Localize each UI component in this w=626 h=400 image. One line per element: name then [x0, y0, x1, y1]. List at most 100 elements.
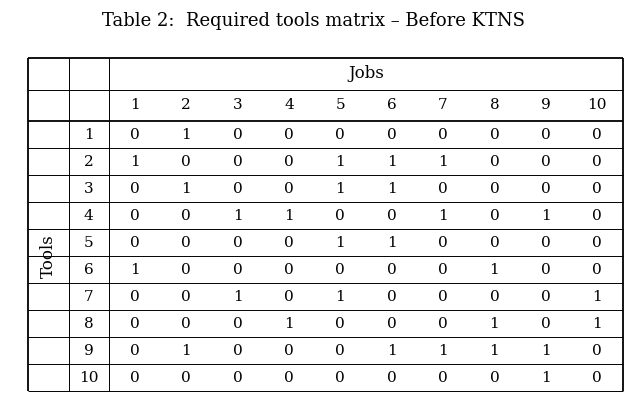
- Text: 1: 1: [592, 317, 602, 331]
- Text: 0: 0: [336, 209, 345, 223]
- Text: 0: 0: [438, 263, 448, 277]
- Text: 0: 0: [592, 128, 602, 142]
- Text: 0: 0: [541, 155, 551, 169]
- Text: 0: 0: [490, 236, 500, 250]
- Text: 0: 0: [541, 317, 551, 331]
- Text: 0: 0: [490, 209, 500, 223]
- Text: 1: 1: [490, 344, 500, 358]
- Text: 6: 6: [84, 263, 94, 277]
- Text: 1: 1: [336, 290, 345, 304]
- Text: 0: 0: [130, 290, 140, 304]
- Text: 0: 0: [592, 236, 602, 250]
- Text: 0: 0: [182, 155, 191, 169]
- Text: 1: 1: [130, 155, 140, 169]
- Text: 0: 0: [490, 182, 500, 196]
- Text: 0: 0: [541, 290, 551, 304]
- Text: 1: 1: [182, 128, 191, 142]
- Text: 0: 0: [182, 209, 191, 223]
- Text: 0: 0: [592, 371, 602, 385]
- Text: 0: 0: [130, 371, 140, 385]
- Text: 1: 1: [490, 263, 500, 277]
- Text: 0: 0: [592, 209, 602, 223]
- Text: 1: 1: [284, 209, 294, 223]
- Text: 10: 10: [587, 98, 607, 112]
- Text: 1: 1: [284, 317, 294, 331]
- Text: 0: 0: [387, 290, 396, 304]
- Text: 0: 0: [438, 290, 448, 304]
- Text: 1: 1: [182, 182, 191, 196]
- Text: 1: 1: [387, 236, 396, 250]
- Text: 0: 0: [284, 290, 294, 304]
- Text: 1: 1: [233, 290, 242, 304]
- Text: Table 2:  Required tools matrix – Before KTNS: Table 2: Required tools matrix – Before …: [101, 12, 525, 30]
- Text: 9: 9: [84, 344, 94, 358]
- Text: 0: 0: [182, 317, 191, 331]
- Text: 3: 3: [84, 182, 94, 196]
- Text: 0: 0: [336, 263, 345, 277]
- Text: 0: 0: [233, 155, 242, 169]
- Text: 0: 0: [490, 128, 500, 142]
- Text: 0: 0: [438, 236, 448, 250]
- Text: 0: 0: [387, 263, 396, 277]
- Text: 0: 0: [182, 290, 191, 304]
- Text: 0: 0: [182, 236, 191, 250]
- Text: 0: 0: [541, 263, 551, 277]
- Text: 0: 0: [182, 371, 191, 385]
- Text: 1: 1: [592, 290, 602, 304]
- Text: 1: 1: [387, 182, 396, 196]
- Text: 0: 0: [336, 344, 345, 358]
- Text: 0: 0: [233, 182, 242, 196]
- Text: 5: 5: [336, 98, 345, 112]
- Text: 0: 0: [284, 263, 294, 277]
- Text: 2: 2: [84, 155, 94, 169]
- Text: 1: 1: [438, 209, 448, 223]
- Text: 0: 0: [592, 182, 602, 196]
- Text: 1: 1: [541, 344, 551, 358]
- Text: 4: 4: [84, 209, 94, 223]
- Text: 0: 0: [130, 128, 140, 142]
- Text: 0: 0: [130, 317, 140, 331]
- Text: 0: 0: [233, 263, 242, 277]
- Text: 1: 1: [130, 98, 140, 112]
- Text: Jobs: Jobs: [348, 65, 384, 82]
- Text: 8: 8: [84, 317, 94, 331]
- Text: 10: 10: [79, 371, 98, 385]
- Text: 0: 0: [336, 128, 345, 142]
- Text: 1: 1: [336, 236, 345, 250]
- Text: 1: 1: [387, 344, 396, 358]
- Text: 0: 0: [387, 209, 396, 223]
- Text: 3: 3: [233, 98, 242, 112]
- Text: 0: 0: [438, 317, 448, 331]
- Text: 0: 0: [336, 371, 345, 385]
- Text: 0: 0: [592, 155, 602, 169]
- Text: 0: 0: [233, 236, 242, 250]
- Text: 0: 0: [130, 236, 140, 250]
- Text: 0: 0: [284, 155, 294, 169]
- Text: 4: 4: [284, 98, 294, 112]
- Text: 0: 0: [130, 209, 140, 223]
- Text: 0: 0: [490, 155, 500, 169]
- Text: 0: 0: [233, 317, 242, 331]
- Text: 1: 1: [336, 182, 345, 196]
- Text: 0: 0: [233, 128, 242, 142]
- Text: 1: 1: [490, 317, 500, 331]
- Text: 1: 1: [336, 155, 345, 169]
- Text: 1: 1: [387, 155, 396, 169]
- Text: 0: 0: [233, 344, 242, 358]
- Text: 0: 0: [592, 344, 602, 358]
- Text: 0: 0: [284, 344, 294, 358]
- Text: 0: 0: [284, 182, 294, 196]
- Text: 1: 1: [84, 128, 94, 142]
- Text: 0: 0: [182, 263, 191, 277]
- Text: 2: 2: [182, 98, 191, 112]
- Text: 0: 0: [490, 290, 500, 304]
- Text: 0: 0: [541, 128, 551, 142]
- Text: 0: 0: [438, 128, 448, 142]
- Text: 7: 7: [438, 98, 448, 112]
- Text: 0: 0: [541, 182, 551, 196]
- Text: 0: 0: [490, 371, 500, 385]
- Text: 1: 1: [541, 209, 551, 223]
- Text: 0: 0: [284, 128, 294, 142]
- Text: 5: 5: [84, 236, 94, 250]
- Text: 0: 0: [387, 317, 396, 331]
